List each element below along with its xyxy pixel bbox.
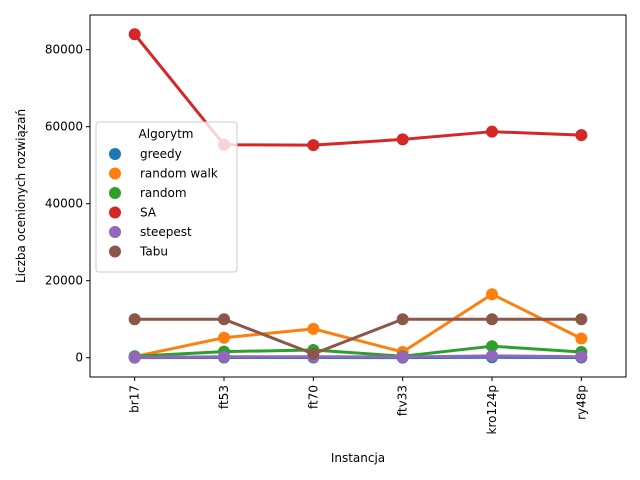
legend-label: SA [140, 206, 157, 220]
legend-marker [109, 148, 121, 160]
data-point [486, 125, 498, 138]
data-point [575, 332, 588, 345]
x-axis: br17 ft53 ft70 ftv33 kro124p ry48p [128, 377, 588, 434]
legend-marker [109, 187, 121, 199]
y-tick-label: 20000 [45, 274, 83, 288]
legend-marker [109, 226, 121, 238]
data-point [486, 340, 498, 353]
legend-marker [109, 245, 121, 258]
y-tick-label: 80000 [45, 43, 83, 57]
legend-marker [109, 167, 121, 180]
data-point [128, 313, 141, 326]
y-tick-label: 60000 [45, 120, 83, 134]
series-line [134, 292, 582, 359]
data-point [486, 349, 498, 362]
data-point [396, 350, 409, 363]
data-point [396, 313, 409, 326]
data-point [575, 129, 588, 142]
series-steepest [128, 349, 588, 364]
legend-frame [95, 121, 238, 273]
data-point [486, 288, 498, 301]
legend-label: random [140, 186, 187, 200]
legend-marker [109, 206, 121, 219]
x-tick-label: ftv33 [396, 385, 410, 416]
data-point [307, 322, 320, 335]
data-point [128, 351, 141, 364]
data-point [218, 331, 230, 344]
data-point [396, 133, 409, 146]
legend-label: Tabu [139, 245, 168, 259]
y-tick-label: 40000 [45, 197, 83, 211]
series-random-walk [128, 288, 588, 363]
data-point [575, 350, 588, 363]
data-point [218, 350, 230, 363]
legend-label: greedy [140, 147, 182, 161]
x-tick-label: br17 [128, 385, 142, 413]
data-point [307, 347, 320, 360]
series-line [134, 354, 582, 359]
x-tick-label: ft53 [217, 385, 231, 409]
x-tick-label: ry48p [574, 385, 588, 420]
series-layer [128, 28, 588, 364]
data-point [486, 313, 498, 326]
plot-frame [89, 14, 627, 378]
series-line [134, 344, 582, 358]
data-point [128, 28, 141, 41]
series-tabu [128, 313, 588, 360]
legend: Algorytm greedy random walk random SA steepe… [95, 121, 238, 273]
y-axis-title: Liczba ocenionych rozwiązań [14, 109, 28, 283]
legend-label: random walk [140, 167, 218, 181]
x-tick-label: ft70 [306, 385, 320, 409]
legend-items: greedy random walk random SA steepest Tabu [109, 147, 218, 259]
x-tick-label: kro124p [485, 385, 499, 434]
data-point [575, 313, 588, 326]
legend-label: steepest [140, 225, 192, 239]
legend-title: Algorytm [139, 127, 194, 141]
series-line [134, 317, 582, 356]
x-axis-title: Instancja [331, 451, 385, 465]
data-point [218, 313, 230, 326]
y-tick-label: 0 [75, 351, 83, 365]
data-point [307, 139, 320, 152]
y-axis: 0 20000 40000 60000 80000 [45, 43, 90, 365]
